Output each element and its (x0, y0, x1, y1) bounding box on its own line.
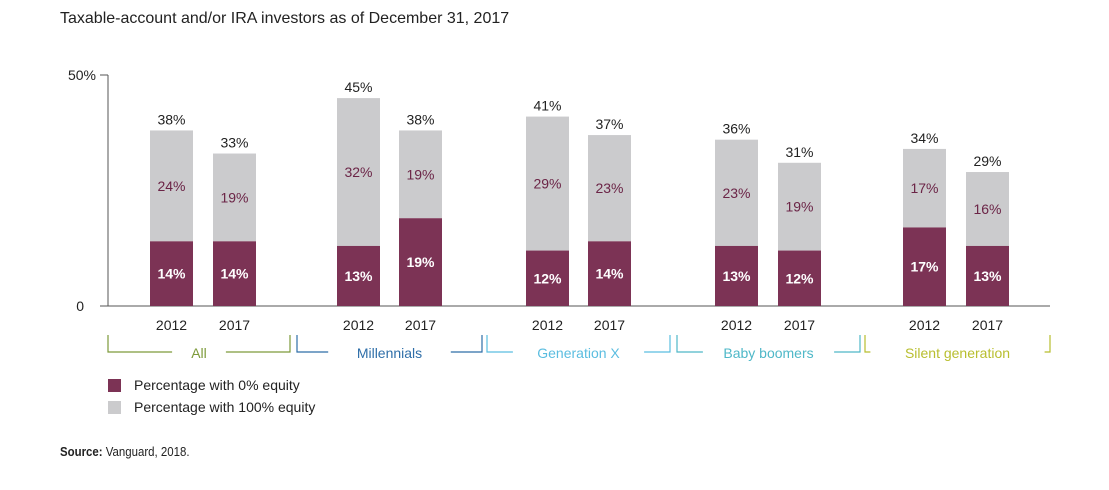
group-bracket-left (296, 335, 329, 353)
bar-zero-equity (337, 245, 380, 306)
total-label: 45% (344, 79, 372, 95)
total-label: 38% (406, 111, 434, 127)
bar-zero-equity (213, 241, 256, 306)
bar-zero-equity (903, 227, 946, 306)
zero-equity-label: 17% (910, 259, 939, 275)
bar-zero-equity (778, 250, 821, 306)
source-label: Source: (60, 444, 103, 459)
bar-full-equity (715, 139, 758, 246)
zero-equity-label: 13% (973, 268, 1002, 284)
bar-full-equity (903, 148, 946, 228)
group-label: Baby boomers (723, 345, 813, 361)
bar-full-equity (588, 135, 631, 242)
zero-equity-label: 12% (785, 270, 814, 286)
x-tick-label: 2017 (219, 317, 250, 333)
group-bracket-right (225, 335, 291, 353)
bar-zero-equity (150, 241, 193, 306)
group-bracket-left (676, 335, 703, 353)
group-bracket-right (644, 335, 671, 353)
full-equity-label: 23% (595, 180, 623, 196)
bar-full-equity (966, 172, 1009, 246)
zero-equity-label: 13% (722, 268, 751, 284)
group-label: All (191, 345, 207, 361)
x-tick-label: 2017 (972, 317, 1003, 333)
zero-equity-label: 12% (533, 270, 562, 286)
total-label: 36% (722, 121, 750, 137)
bar-full-equity (213, 153, 256, 242)
x-tick-label: 2012 (532, 317, 563, 333)
bar-zero-equity (588, 241, 631, 306)
y-tick-label: 50% (68, 67, 96, 83)
bar-zero-equity (715, 245, 758, 306)
x-tick-label: 2017 (405, 317, 436, 333)
full-equity-label: 23% (722, 185, 750, 201)
legend-item-zero-equity: Percentage with 0% equity (108, 377, 300, 393)
x-tick-label: 2017 (594, 317, 625, 333)
group-bracket-right (834, 335, 861, 353)
legend-swatch (108, 400, 121, 414)
x-tick-label: 2012 (909, 317, 940, 333)
full-equity-label: 16% (973, 201, 1001, 217)
zero-equity-label: 13% (344, 268, 373, 284)
total-label: 38% (157, 111, 185, 127)
bar-full-equity (337, 98, 380, 246)
group-bracket-right (450, 335, 483, 353)
group-label: Generation X (537, 345, 620, 361)
legend-label: Percentage with 0% equity (134, 377, 300, 393)
group-bracket-left (107, 335, 173, 353)
full-equity-label: 17% (910, 180, 938, 196)
x-tick-label: 2012 (343, 317, 374, 333)
total-label: 29% (973, 153, 1001, 169)
total-label: 34% (910, 130, 938, 146)
source-text: Vanguard, 2018. (102, 444, 190, 459)
full-equity-label: 32% (344, 164, 372, 180)
full-equity-label: 19% (406, 166, 434, 182)
x-tick-label: 2012 (156, 317, 187, 333)
legend-item-full-equity: Percentage with 100% equity (108, 399, 315, 415)
bar-zero-equity (526, 250, 569, 306)
total-label: 33% (220, 135, 248, 151)
zero-equity-label: 14% (220, 266, 249, 282)
zero-equity-label: 19% (406, 254, 435, 270)
chart-title: Taxable-account and/or IRA investors as … (60, 10, 510, 27)
full-equity-label: 19% (785, 199, 813, 215)
bar-zero-equity (399, 218, 442, 306)
group-bracket-left (864, 335, 871, 353)
full-equity-label: 19% (220, 189, 248, 205)
group-label: Millennials (357, 345, 422, 361)
total-label: 41% (533, 98, 561, 114)
legend-label: Percentage with 100% equity (134, 399, 316, 415)
source-note: Source: Vanguard, 2018. (60, 444, 190, 459)
bar-full-equity (778, 162, 821, 251)
x-tick-label: 2017 (784, 317, 815, 333)
total-label: 37% (595, 116, 623, 132)
zero-equity-label: 14% (157, 266, 186, 282)
x-tick-label: 2012 (721, 317, 752, 333)
zero-equity-label: 14% (595, 266, 624, 282)
bar-zero-equity (966, 245, 1009, 306)
group-label: Silent generation (905, 345, 1010, 361)
legend-swatch (108, 378, 121, 392)
total-label: 31% (785, 144, 813, 160)
bar-full-equity (150, 130, 193, 242)
bar-full-equity (526, 116, 569, 251)
group-bracket-left (486, 335, 513, 353)
group-bracket-right (1044, 335, 1051, 353)
full-equity-label: 24% (157, 178, 185, 194)
bar-full-equity (399, 130, 442, 219)
y-tick-label: 0 (76, 298, 84, 314)
full-equity-label: 29% (533, 176, 561, 192)
